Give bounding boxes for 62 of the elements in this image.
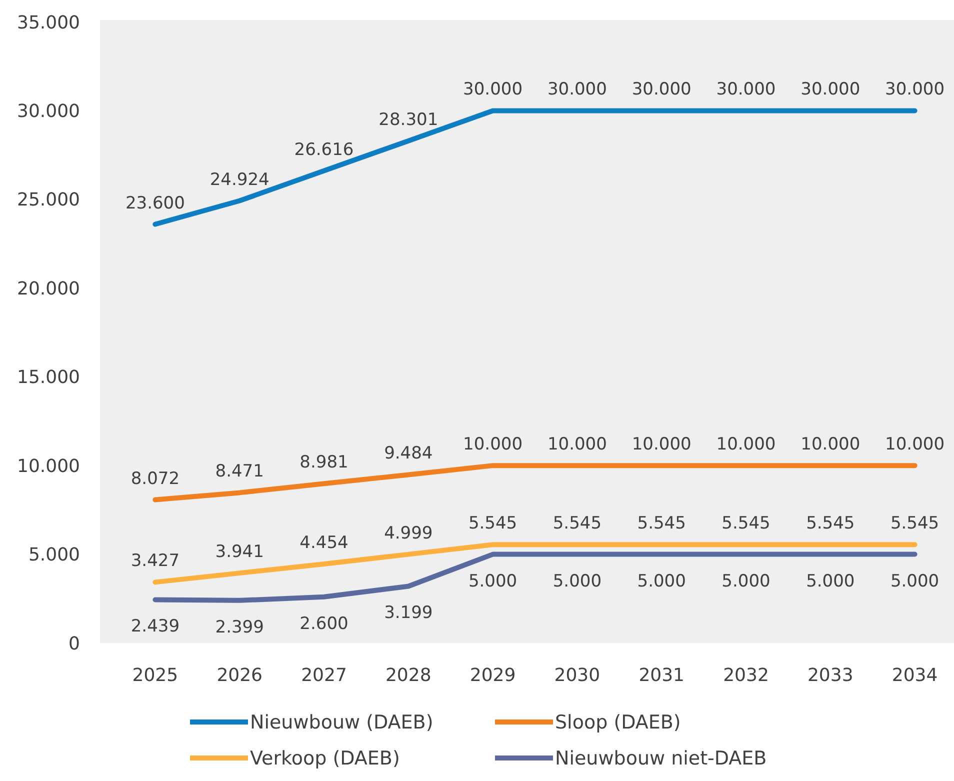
data-label: 30.000 [632,80,692,100]
data-label: 2.439 [130,616,180,637]
data-label: 10.000 [547,434,607,455]
data-label: 23.600 [125,193,185,214]
data-label: 8.471 [215,462,264,482]
data-label: 3.199 [384,603,433,624]
data-label: 30.000 [463,80,523,100]
y-tick-label: 20.000 [17,278,80,300]
x-tick-label: 2030 [554,665,600,686]
x-tick-label: 2027 [301,665,347,686]
data-label: 5.000 [468,571,518,592]
x-tick-label: 2031 [638,665,685,686]
data-label: 5.545 [890,514,940,534]
data-label: 10.000 [885,434,945,455]
data-label: 5.000 [722,571,770,592]
data-label: 5.545 [722,514,770,534]
data-label: 5.000 [637,571,686,592]
x-tick-label: 2029 [470,665,516,686]
data-label: 4.999 [384,523,433,544]
x-tick-label: 2033 [807,665,854,686]
data-label: 30.000 [800,80,860,100]
data-label: 5.000 [806,571,855,592]
y-tick-label: 15.000 [17,367,80,388]
x-tick-label: 2034 [892,665,938,686]
data-label: 30.000 [716,80,776,100]
x-tick-label: 2032 [723,665,769,686]
data-label: 5.000 [890,571,940,592]
legend-label: Sloop (DAEB) [555,712,681,734]
data-label: 10.000 [463,434,523,455]
data-label: 3.427 [130,551,180,572]
y-tick-label: 35.000 [17,12,80,34]
legend-label: Nieuwbouw (DAEB) [250,712,434,734]
data-label: 2.399 [215,617,264,638]
data-label: 4.454 [300,532,348,553]
data-label: 5.545 [552,514,602,534]
data-label: 30.000 [885,80,945,100]
data-label: 10.000 [716,434,776,455]
x-tick-label: 2025 [132,665,178,686]
data-label: 3.941 [215,542,264,562]
y-tick-label: 30.000 [17,101,80,122]
y-tick-label: 25.000 [17,190,80,211]
data-label: 5.545 [637,514,686,534]
y-tick-label: 0 [68,633,80,654]
legend-label: Verkoop (DAEB) [250,748,400,770]
legend-label: Nieuwbouw niet-DAEB [555,748,767,770]
data-label: 5.545 [468,514,518,534]
data-label: 10.000 [800,434,860,455]
data-label: 5.000 [552,571,602,592]
data-label: 28.301 [378,110,438,130]
y-tick-label: 5.000 [28,544,80,566]
data-label: 5.545 [806,514,855,534]
data-label: 8.981 [300,452,348,473]
x-tick-label: 2028 [385,665,432,686]
data-label: 9.484 [384,444,433,464]
data-label: 8.072 [130,468,180,489]
data-label: 10.000 [632,434,692,455]
y-tick-label: 10.000 [17,456,80,477]
data-label: 26.616 [294,140,354,160]
data-label: 30.000 [547,80,607,100]
data-label: 24.924 [210,170,270,190]
x-tick-label: 2026 [216,665,263,686]
data-label: 2.600 [300,614,348,634]
